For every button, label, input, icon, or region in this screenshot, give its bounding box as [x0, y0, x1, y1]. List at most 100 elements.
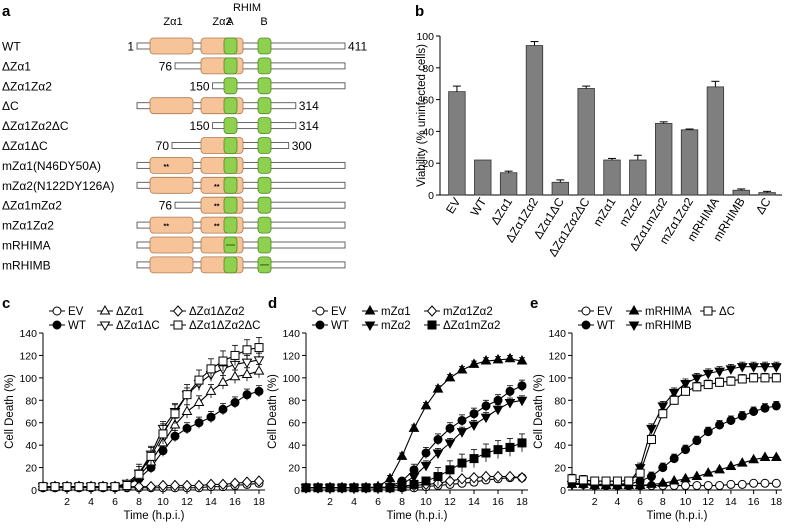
panel-b-bar	[499, 172, 518, 196]
panel-b-label: b	[415, 3, 424, 20]
panel-e-point	[658, 463, 668, 473]
panel-e-cell-death-chart: e 0 20 40 60 80 100 120 140 2 4 6 8 10 12 14 16 18 Time (…	[530, 295, 782, 522]
construct-0-domain-B	[257, 37, 272, 55]
panel-e-x-tick-label: 10	[680, 496, 692, 508]
panel-e-point	[770, 363, 782, 373]
panel-d-point	[373, 483, 383, 493]
panel-d-x-tick-label: 10	[420, 496, 432, 508]
panel-e-point	[771, 478, 781, 488]
panel-c-cell-death-chart: c 0 20 40 60 80 100 120 140 2 4 6 8 10 12 14 16 18 Time (…	[2, 295, 265, 522]
construct-7-domain-A	[223, 176, 238, 194]
construct-8-mutation-mark-za2: **	[214, 204, 220, 211]
construct-8-domain-B	[257, 196, 272, 214]
construct-10-domain-B	[257, 236, 272, 254]
panel-d-legend-marker	[426, 305, 438, 317]
construct-5-domain-A	[223, 137, 238, 154]
panel-d-x-axis-label: Time (h.p.i.)	[387, 510, 448, 522]
panel-c-legend-label: ΔZα1ΔZα2	[189, 306, 245, 318]
panel-d-point	[397, 482, 407, 492]
construct-3-name: ΔC	[2, 99, 19, 113]
panel-c-legend-marker	[99, 321, 111, 332]
panel-c-y-tick-label: 20	[25, 463, 37, 475]
panel-d-point	[385, 483, 395, 493]
panel-d-point	[432, 449, 444, 460]
panel-c-point	[86, 482, 96, 492]
panel-e-point	[703, 427, 713, 437]
construct-3-end-label: 314	[299, 99, 319, 113]
panel-e-legend-marker	[581, 306, 591, 316]
panel-d-x-tick-label: 4	[351, 496, 357, 508]
panel-e-point	[669, 395, 679, 405]
panel-c-x-tick-label: 8	[136, 496, 142, 508]
panel-e-y-tick-label: 20	[554, 463, 566, 475]
panel-d-point	[433, 435, 443, 445]
panel-e-y-tick-label: 0	[560, 485, 566, 497]
panel-e-point	[691, 470, 703, 481]
panel-d-legend-marker	[315, 306, 325, 316]
panel-d-point	[516, 355, 528, 365]
panel-d-point	[325, 483, 335, 493]
panel-e-point	[590, 476, 600, 486]
panel-d-point	[504, 399, 516, 409]
panel-e-point	[601, 476, 611, 486]
panel-e-point	[578, 475, 588, 485]
panel-c-point	[229, 477, 241, 490]
construct-8-domain-A	[223, 196, 238, 214]
header-za1: Zα1	[163, 16, 182, 28]
panel-d-point	[444, 371, 456, 382]
construct-2-name: ΔZα1Zα2	[2, 79, 52, 93]
panel-e-point	[737, 374, 747, 384]
panel-c-point	[193, 396, 205, 407]
panel-d-point	[456, 473, 468, 485]
panel-d-label: d	[268, 295, 277, 312]
construct-1-domain-A	[223, 57, 238, 75]
panel-c-y-tick-label: 40	[25, 440, 37, 452]
construct-9-mutation-mark-za1: **	[164, 224, 170, 231]
construct-4-backbone	[212, 122, 297, 130]
panel-c-point	[74, 482, 84, 492]
panel-e-legend-marker	[628, 304, 640, 315]
panel-e-point	[680, 379, 691, 390]
panel-e-point	[748, 453, 759, 464]
panel-c-point	[217, 478, 229, 491]
panel-e-x-tick-label: 6	[637, 496, 643, 508]
construct-1-name: ΔZα1	[2, 59, 31, 73]
panel-d-y-tick-label: 60	[288, 418, 300, 430]
construct-1-start-label: 76	[159, 59, 173, 73]
panel-e-y-tick-label: 60	[554, 418, 566, 430]
panel-c-legend-label: ΔZα1ΔC	[116, 320, 160, 332]
panel-c-point	[122, 481, 132, 491]
construct-5-name: ΔZα1ΔC	[2, 139, 48, 153]
construct-4-start-label: 150	[190, 119, 210, 133]
panel-b-y-tick-label: 60	[422, 95, 434, 107]
panel-d-legend-label: WT	[331, 320, 349, 332]
panel-d-point	[480, 470, 492, 483]
panel-e-x-tick-label: 2	[592, 496, 598, 508]
panel-e-point	[737, 479, 747, 489]
panel-d-legend-label: EV	[331, 306, 347, 318]
panel-e-point	[714, 463, 725, 474]
panel-b-bar	[448, 91, 466, 196]
panel-e-point	[715, 377, 725, 387]
panel-e-point	[760, 373, 770, 383]
panel-e-point	[749, 407, 759, 416]
panel-e-point	[681, 445, 691, 455]
panel-d-legend-label: mZα1Zα2	[443, 306, 493, 318]
panel-d-point	[493, 445, 503, 455]
construct-1-domain-B	[257, 57, 272, 75]
construct-3-domain-A	[223, 97, 238, 115]
panel-c-point	[241, 476, 253, 488]
panel-e-point	[658, 409, 668, 419]
panel-c-point	[182, 423, 192, 433]
panel-b-y-tick-label: 0	[428, 190, 434, 202]
panel-d-point	[517, 381, 527, 391]
construct-4-domain-B	[257, 117, 272, 134]
construct-5-start-label: 70	[156, 139, 170, 153]
panel-c-point	[133, 480, 145, 493]
construct-0-start-label: 1	[127, 40, 134, 54]
panel-e-legend-marker	[581, 320, 591, 330]
panel-d-point	[480, 413, 492, 424]
construct-11-domain-A	[223, 256, 238, 274]
panel-d-y-tick-label: 120	[282, 350, 300, 362]
panel-c-x-tick-label: 6	[112, 496, 118, 508]
